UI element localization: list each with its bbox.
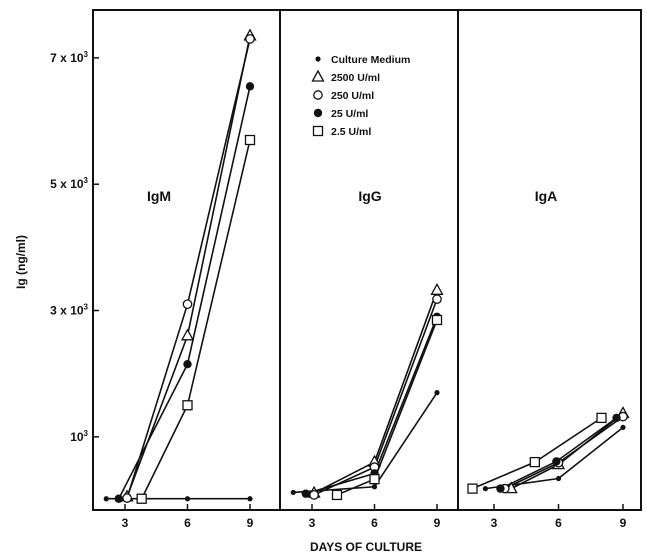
y-tick-label: 3 x 103: [50, 303, 88, 318]
data-point-square: [369, 474, 380, 485]
data-point-dot: [434, 390, 440, 396]
data-point-filled-circle: [301, 489, 310, 498]
data-point-square: [529, 456, 540, 468]
data-point-dot: [184, 496, 191, 502]
series-line-open-circle: [126, 38, 251, 499]
x-tick-label: 9: [620, 516, 627, 530]
data-point-triangle: [180, 328, 195, 341]
data-point-dot: [290, 489, 296, 496]
data-point-filled-circle: [612, 413, 621, 423]
x-tick-label: 9: [434, 516, 441, 530]
panel-igm: [103, 28, 257, 504]
data-point-filled-circle: [245, 82, 255, 91]
panel-labels: IgM IgG IgA: [147, 188, 557, 204]
x-tick-label: 9: [247, 516, 254, 530]
y-axis-title: Ig (ng/ml): [14, 235, 28, 289]
data-point-square: [467, 483, 478, 494]
data-point-open-circle: [122, 493, 132, 503]
data-point-open-circle: [432, 294, 442, 305]
x-tick-label: 3: [122, 516, 129, 530]
y-tick-label: 103: [70, 429, 88, 444]
data-point-filled-circle: [114, 494, 123, 503]
data-point-open-circle: [313, 90, 323, 100]
data-point-square: [244, 134, 256, 146]
legend-label: 250 U/ml: [331, 90, 374, 102]
y-tick-label: 7 x 103: [50, 50, 88, 65]
panel-label: IgM: [147, 188, 171, 204]
y-axis: 103 3 x 103 5 x 103 7 x 103: [50, 50, 99, 444]
legend-label: 2.5 U/ml: [331, 126, 371, 138]
data-point-square: [182, 400, 193, 411]
data-point-dot: [555, 475, 562, 482]
data-point-filled-circle: [183, 360, 192, 369]
x-tick-label: 6: [184, 516, 191, 530]
series-line-triangle: [126, 35, 251, 498]
data-point-dot: [103, 496, 109, 502]
x-tick-label: 6: [371, 516, 378, 530]
y-tick-label: 5 x 103: [50, 176, 88, 191]
plot-frame: [92, 9, 642, 511]
data-point-filled-circle: [496, 484, 505, 493]
data-point-square: [136, 493, 147, 504]
x-axes: 3 6 9 3 6 9 3 6 9: [122, 504, 627, 530]
data-point-dot: [315, 56, 321, 62]
x-tick-label: 6: [555, 516, 562, 530]
panel-igg: [290, 282, 444, 501]
data-point-filled-circle: [313, 108, 323, 118]
data-point-dot: [482, 486, 488, 492]
data-point-open-circle: [182, 299, 193, 310]
x-tick-label: 3: [491, 516, 498, 530]
data-point-filled-circle: [552, 457, 561, 466]
x-tick-label: 3: [309, 516, 316, 530]
series-line-square: [472, 417, 602, 490]
series-line-filled-circle: [118, 86, 251, 500]
panel-label: IgA: [535, 188, 558, 204]
data-point-open-circle: [245, 34, 255, 44]
data-point-square: [431, 314, 443, 326]
data-point-triangle: [311, 69, 325, 82]
panel-iga: [467, 406, 630, 494]
legend: Culture Medium 2500 U/ml 250 U/ml 25 U/ml 2.…: [311, 54, 410, 138]
panel-label: IgG: [358, 188, 381, 204]
data-point-dot: [247, 496, 253, 502]
data-point-square: [331, 489, 343, 501]
series-line-dot: [293, 392, 438, 494]
data-point-square: [596, 412, 607, 424]
legend-label: 25 U/ml: [331, 108, 368, 120]
data-point-square: [312, 125, 324, 137]
x-axis-title: DAYS OF CULTURE: [310, 540, 422, 554]
data-point-dot: [371, 484, 378, 490]
data-point-open-circle: [309, 490, 319, 500]
series-layer: [103, 28, 630, 504]
data-point-dot: [620, 424, 626, 430]
legend-label: Culture Medium: [331, 54, 410, 66]
legend-label: 2500 U/ml: [331, 72, 380, 84]
data-point-triangle: [430, 282, 444, 295]
